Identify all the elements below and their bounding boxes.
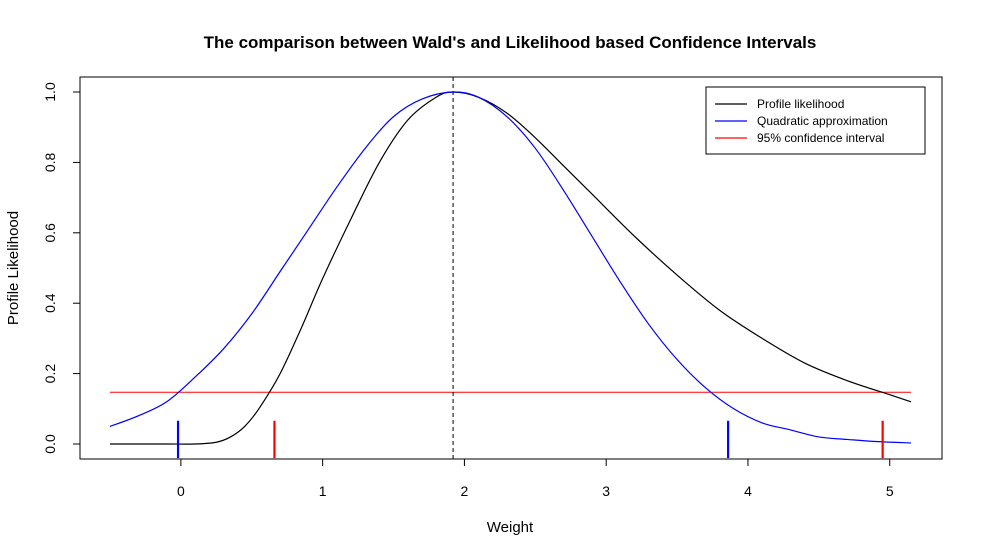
legend-label: Profile likelihood bbox=[757, 97, 844, 111]
y-axis-label: Profile Likelihood bbox=[5, 211, 22, 325]
legend: Profile likelihood Quadratic approximatio… bbox=[705, 86, 926, 155]
x-tick-label: 0 bbox=[177, 483, 185, 499]
quadratic-approximation-line bbox=[109, 91, 912, 444]
y-tick-label: 0.4 bbox=[42, 293, 58, 313]
x-axis: 0 1 2 3 4 5 bbox=[177, 459, 894, 499]
y-tick-label: 0.6 bbox=[42, 223, 58, 243]
y-axis: 0.0 0.2 0.4 0.6 0.8 1.0 bbox=[42, 82, 80, 454]
legend-label: 95% confidence interval bbox=[757, 131, 884, 145]
y-tick-label: 0.8 bbox=[42, 152, 58, 172]
y-tick-label: 0.0 bbox=[42, 434, 58, 454]
x-tick-label: 1 bbox=[319, 483, 327, 499]
plot-area bbox=[109, 77, 912, 459]
y-tick-label: 0.2 bbox=[42, 364, 58, 384]
plot-frame bbox=[79, 76, 943, 460]
x-tick-label: 4 bbox=[744, 483, 752, 499]
x-tick-label: 5 bbox=[886, 483, 894, 499]
x-axis-label: Weight bbox=[487, 519, 534, 536]
x-tick-label: 3 bbox=[602, 483, 610, 499]
profile-likelihood-line bbox=[110, 91, 912, 445]
chart-title: The comparison between Wald's and Likeli… bbox=[204, 33, 817, 52]
legend-label: Quadratic approximation bbox=[757, 114, 888, 128]
y-tick-label: 1.0 bbox=[42, 82, 58, 102]
x-tick-label: 2 bbox=[461, 483, 469, 499]
